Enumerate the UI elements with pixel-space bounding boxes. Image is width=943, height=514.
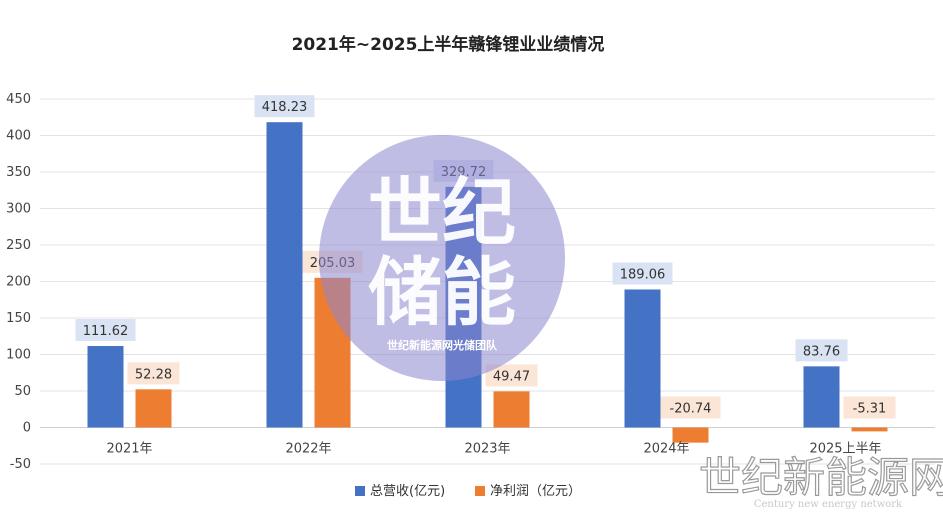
bar-revenue	[624, 289, 661, 428]
watermark-line1: 世纪	[368, 170, 516, 256]
x-tick-label: 2021年	[106, 442, 152, 457]
y-tick-label: 300	[6, 202, 31, 217]
watermark-line2: 储能	[368, 250, 516, 336]
y-tick-label: 450	[6, 92, 31, 107]
data-label-bg	[254, 95, 315, 118]
bar-profit	[493, 391, 530, 428]
y-tick-label: 100	[6, 348, 31, 363]
bar-profit	[851, 427, 888, 432]
legend-label: 总营收(亿元)	[370, 484, 445, 499]
data-label-bg	[485, 364, 538, 387]
x-axis: 2021年 2022年 2023年 2024年 2025上半年	[106, 442, 881, 457]
brand-logo-subtitle: Century new energy network	[754, 499, 903, 510]
watermark-subtitle: 世纪新能源网光储团队	[387, 338, 498, 352]
y-axis: -50 0 50 100 150 200 250 300 350 400 450	[6, 92, 31, 472]
brand-logo: 世纪新能源网 Century new energy network	[698, 452, 943, 510]
legend-label: 净利润（亿元）	[490, 484, 581, 499]
x-tick-label: 2025上半年	[809, 442, 881, 457]
y-tick-label: -50	[10, 457, 31, 472]
watermark-circle	[319, 135, 565, 381]
data-label: 418.23	[262, 100, 308, 115]
y-tick-label: 150	[6, 311, 31, 326]
bar-profit	[135, 389, 172, 428]
legend-swatch	[475, 486, 485, 496]
watermark: 世纪 储能 世纪新能源网光储团队	[319, 135, 565, 381]
legend-swatch	[355, 486, 365, 496]
data-label: 111.62	[83, 324, 129, 339]
data-label: 49.47	[493, 369, 530, 384]
bar-revenue	[803, 366, 840, 428]
y-tick-label: 400	[6, 129, 31, 144]
data-label-bg	[612, 262, 673, 285]
y-tick-label: 200	[6, 275, 31, 290]
bar-revenue	[266, 122, 303, 428]
y-tick-label: 250	[6, 238, 31, 253]
data-label-bg	[795, 339, 848, 362]
legend: 总营收(亿元) 净利润（亿元）	[355, 484, 581, 499]
x-tick-label: 2024年	[643, 442, 689, 457]
data-label: -20.74	[670, 402, 712, 417]
y-tick-label: 350	[6, 165, 31, 180]
data-labels: 111.62418.23329.72189.0683.7652.28205.03…	[75, 95, 896, 419]
data-label-bg	[660, 396, 721, 419]
data-label-bg	[75, 319, 136, 342]
x-tick-label: 2023年	[464, 442, 510, 457]
data-label: 52.28	[135, 367, 172, 382]
brand-logo-text: 世纪新能源网	[699, 453, 943, 502]
y-tick-label: 50	[14, 384, 31, 399]
data-label: -5.31	[853, 402, 887, 417]
data-label: 83.76	[803, 344, 840, 359]
chart-title: 2021年~2025上半年赣锋锂业业绩情况	[292, 34, 605, 55]
bar-revenue	[87, 346, 124, 428]
data-label: 189.06	[620, 267, 666, 282]
y-tick-label: 0	[23, 421, 31, 436]
bar-profit	[672, 427, 709, 443]
x-tick-label: 2022年	[285, 442, 331, 457]
data-label-bg	[843, 396, 896, 419]
data-label-bg	[127, 362, 180, 385]
